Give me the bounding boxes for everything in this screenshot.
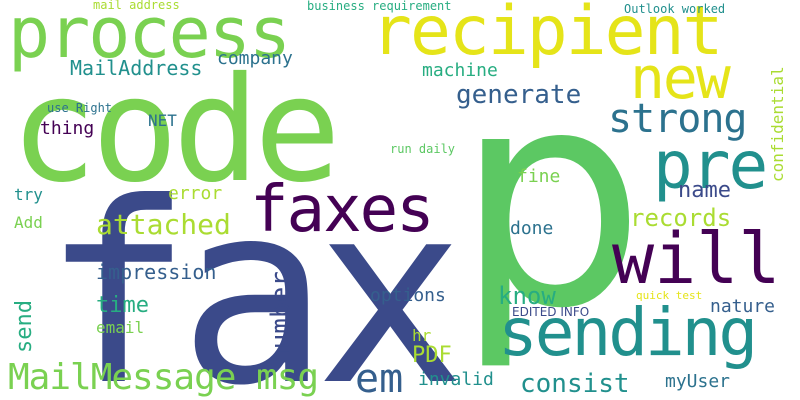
- word-new: new: [630, 44, 731, 112]
- word-faxes: faxes: [250, 173, 435, 247]
- word-process: process: [8, 0, 291, 74]
- word-em: em: [355, 356, 404, 400]
- word-hr: hr: [412, 326, 432, 345]
- word-impression: impression: [96, 260, 217, 284]
- word-sending: sending: [498, 294, 758, 371]
- word-options: options: [370, 285, 446, 306]
- word-net: NET: [148, 111, 177, 130]
- word-company: company: [217, 48, 293, 69]
- word-fine: fine: [517, 166, 561, 187]
- word-attached: attached: [96, 208, 231, 241]
- word-consist: consist: [520, 369, 630, 399]
- word-time: time: [96, 293, 149, 318]
- word-name: name: [678, 178, 731, 203]
- word-invalid: invalid: [418, 369, 494, 390]
- word-edited-info: EDITED INFO: [512, 305, 590, 319]
- word-generate: generate: [456, 80, 582, 110]
- word-machine: machine: [422, 60, 498, 81]
- word-done: done: [510, 218, 554, 239]
- word-recipient: recipient: [371, 0, 723, 71]
- word-code: code: [10, 46, 341, 215]
- word-number: number: [266, 271, 296, 365]
- word-nature: nature: [710, 296, 776, 317]
- word-mail-address: MailAddress: [70, 56, 203, 80]
- word-outlook-worked: Outlook worked: [624, 2, 726, 16]
- word-quick-test: quick test: [636, 289, 703, 302]
- word-mail-message-msg: MailMessage msg: [8, 357, 319, 398]
- word-confidential: confidential: [768, 66, 787, 182]
- word-email: email: [96, 318, 145, 337]
- word-fax: fax: [42, 149, 466, 400]
- word-use-right: use Right: [47, 101, 113, 115]
- word-p: p: [455, 25, 646, 374]
- word-send: send: [12, 300, 37, 353]
- word-records: records: [630, 204, 732, 232]
- word-strong: strong: [608, 96, 747, 142]
- word-pre: pre: [653, 127, 768, 204]
- word-try: try: [14, 185, 43, 204]
- word-thing: thing: [40, 118, 95, 139]
- word-know: know: [498, 282, 556, 310]
- word-mail-address-lower: mail address: [93, 0, 180, 12]
- word-my-user: myUser: [665, 371, 731, 392]
- word-pdf: PDF: [412, 343, 452, 368]
- word-add: Add: [14, 213, 43, 232]
- word-error: error: [168, 183, 223, 204]
- word-run-daily: run daily: [390, 142, 456, 156]
- word-business-requirement: business requirement: [307, 0, 452, 13]
- word-will: will: [612, 218, 781, 300]
